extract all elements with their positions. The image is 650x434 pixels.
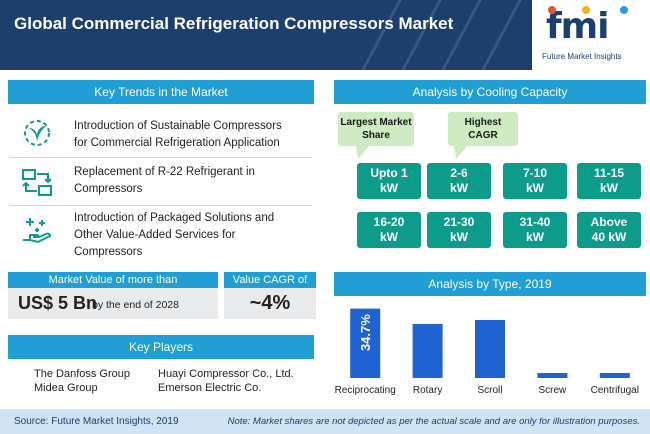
capacity-label: Upto 1 — [370, 166, 408, 180]
category-label: Reciprocating — [335, 385, 396, 396]
capacity-label: 21-30 — [443, 215, 475, 229]
logo-dot — [620, 6, 628, 14]
trend-line: Introduction of Packaged Solutions and — [74, 212, 275, 224]
capacity-unit: kW — [380, 181, 398, 195]
page-title: Global Commercial Refrigeration Compress… — [14, 14, 454, 33]
market-value-suffix: by the end of 2028 — [92, 299, 179, 311]
highest-cagr-callout: Highest CAGR — [448, 112, 518, 146]
divider — [10, 157, 312, 158]
capacity-unit: kW — [450, 230, 468, 244]
capacity-unit: 40 kW — [591, 230, 627, 244]
capacity-label: 7-10 — [522, 166, 548, 180]
capacity-unit: kW — [526, 181, 544, 195]
largest-share-callout: Largest Market Share — [338, 112, 414, 146]
capacity-heading: Analysis by Cooling Capacity — [334, 80, 646, 104]
capacity-unit: kW — [450, 181, 468, 195]
trend-text: Replacement of R-22 Refrigerant in Compr… — [74, 164, 314, 198]
decor-line — [439, 0, 484, 70]
callout-line: Share — [362, 130, 390, 141]
plant-gear-icon — [24, 120, 50, 146]
market-value-label: Market Value of more than — [8, 272, 218, 288]
capacity-label: 2-6 — [450, 166, 468, 180]
category-label: Screw — [539, 385, 568, 396]
logo-name: Future Market Insights — [542, 52, 622, 61]
divider — [10, 205, 312, 206]
type-heading: Analysis by Type, 2019 — [334, 272, 646, 296]
header-banner: Global Commercial Refrigeration Compress… — [0, 0, 650, 70]
capacity-21-30kw: 21-30 kW — [427, 212, 491, 248]
swap-arrows-icon — [22, 169, 52, 196]
callout-pointer — [356, 145, 370, 159]
capacity-unit: kW — [600, 181, 618, 195]
cagr-label: Value CAGR of — [224, 272, 316, 288]
trend-line: Compressors — [74, 183, 143, 195]
bar-scroll — [475, 320, 505, 378]
trend-line: for Commercial Refrigeration Application — [74, 137, 280, 149]
market-value-card: Market Value of more than US$ 5 Bn by th… — [8, 272, 218, 319]
callout-line: CAGR — [468, 130, 498, 141]
trend-text: Introduction of Sustainable Compressors … — [74, 118, 314, 152]
player-name: The Danfoss Group — [34, 368, 130, 380]
logo-mark: fmi — [546, 6, 610, 47]
trend-line: Replacement of R-22 Refrigerant in — [74, 166, 255, 178]
trend-line: Compressors — [74, 246, 143, 258]
footer-note: Note: Market shares are not depicted as … — [227, 416, 640, 427]
trend-line: Other Value-Added Services for — [74, 229, 236, 241]
footer: Source: Future Market Insights, 2019 Not… — [0, 409, 650, 434]
capacity-label: 11-15 — [593, 166, 625, 180]
trends-heading: Key Trends in the Market — [8, 80, 314, 104]
trend-line: Introduction of Sustainable Compressors — [74, 120, 282, 132]
decor-line — [359, 0, 404, 70]
trend-item: Introduction of Sustainable Compressors … — [8, 112, 314, 158]
capacity-upto-1kw: Upto 1 kW — [357, 163, 421, 199]
cagr-value: ~4% — [249, 292, 291, 314]
callout-pointer — [454, 145, 468, 159]
capacity-unit: kW — [526, 230, 544, 244]
capacity-7-10kw: 7-10 kW — [503, 163, 567, 199]
trend-text: Introduction of Packaged Solutions and O… — [74, 210, 314, 261]
bar-screw — [537, 373, 568, 378]
type-bar-chart: Reciprocating 34.7% Rotary Scroll Screw Centr… — [335, 308, 639, 396]
data-label: 34.7% — [358, 314, 373, 351]
bar-rotary — [412, 324, 443, 378]
bar-centrifugal — [599, 373, 630, 378]
bar-reciprocating — [350, 308, 381, 378]
capacity-16-20kw: 16-20 kW — [357, 212, 421, 248]
decor-line — [479, 0, 524, 70]
callout-line: Largest Market — [340, 117, 412, 128]
capacity-label: 31-40 — [519, 215, 551, 229]
decor-line — [399, 0, 444, 70]
player-name: Huayi Compressor Co., Ltd. — [158, 368, 294, 380]
capacity-label: 16-20 — [373, 215, 405, 229]
capacity-2-6kw: 2-6 kW — [427, 163, 491, 199]
players-heading: Key Players — [8, 335, 314, 359]
logo-dot — [548, 6, 556, 14]
category-label: Scroll — [477, 385, 502, 396]
capacity-11-15kw: 11-15 kW — [577, 163, 641, 199]
footer-source: Source: Future Market Insights, 2019 — [14, 416, 179, 427]
capacity-above-40kw: Above 40 kW — [577, 212, 641, 248]
logo-dot — [582, 6, 590, 14]
category-label: Centrifugal — [591, 385, 639, 396]
capacity-31-40kw: 31-40 kW — [503, 212, 567, 248]
capacity-label: Above — [590, 215, 628, 229]
callout-line: Highest — [464, 117, 502, 128]
market-value: US$ 5 Bn — [18, 293, 98, 313]
category-label: Rotary — [413, 385, 442, 396]
cagr-card: Value CAGR of ~4% — [224, 272, 316, 319]
player-name: Emerson Electric Co. — [158, 382, 262, 394]
logo: fmi Future Market Insights — [532, 0, 650, 70]
capacity-unit: kW — [380, 230, 398, 244]
player-name: Midea Group — [34, 382, 98, 394]
hand-sparkle-icon — [23, 218, 52, 244]
trend-item: Introduction of Packaged Solutions and O… — [8, 208, 314, 264]
trend-item: Replacement of R-22 Refrigerant in Compr… — [8, 160, 314, 204]
